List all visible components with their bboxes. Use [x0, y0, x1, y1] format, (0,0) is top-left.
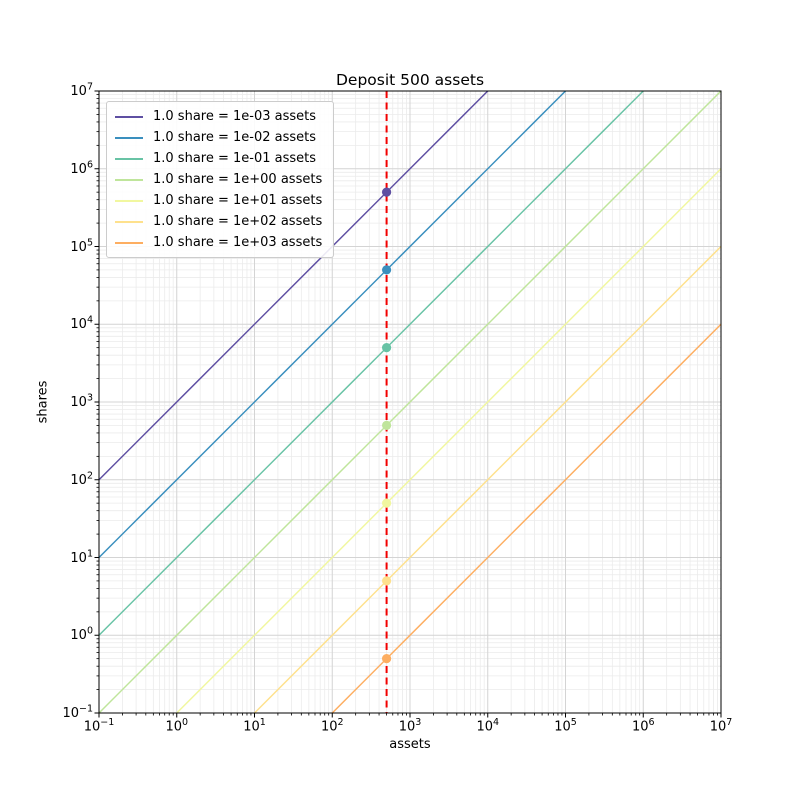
chart-title: Deposit 500 assets — [335, 71, 485, 89]
x-tick-label: 106 — [631, 717, 655, 735]
intersection-marker — [381, 265, 392, 275]
series-line — [98, 90, 567, 559]
legend: 1.0 share = 1e-03 assets 1.0 share = 1e-0… — [106, 101, 335, 258]
x-tick-label: 103 — [398, 717, 422, 735]
y-tick-label: 105 — [70, 236, 93, 255]
legend-line-sample — [115, 241, 143, 244]
y-tick-label: 101 — [70, 547, 93, 566]
x-tick-label: 102 — [320, 717, 344, 735]
y-tick-label: 102 — [70, 470, 93, 488]
intersection-marker — [381, 576, 392, 586]
legend-label: 1.0 share = 1e-01 assets — [153, 151, 317, 166]
series-line — [98, 90, 489, 481]
legend-line-sample — [115, 220, 143, 223]
series-line — [98, 90, 722, 714]
y-axis-label: shares — [35, 380, 51, 424]
x-tick-label: 10−1 — [83, 717, 115, 735]
y-tick-label: 10−1 — [62, 703, 93, 721]
legend-item: 1.0 share = 1e+02 assets — [115, 211, 322, 232]
y-tick-label: 100 — [70, 625, 93, 644]
legend-line-sample — [115, 199, 143, 202]
y-tick-label: 106 — [70, 159, 93, 177]
legend-line-sample — [115, 178, 143, 181]
legend-line-sample — [115, 157, 143, 160]
series-line — [176, 168, 722, 714]
series-line — [253, 245, 722, 714]
x-tick-label: 107 — [709, 717, 733, 735]
legend-item: 1.0 share = 1e+03 assets — [115, 232, 322, 253]
x-tick-label: 101 — [243, 717, 266, 735]
legend-item: 1.0 share = 1e-03 assets — [115, 106, 322, 127]
y-tick-label: 103 — [70, 392, 93, 410]
x-tick-label: 105 — [554, 717, 577, 735]
x-tick-label: 100 — [165, 717, 189, 735]
series-line — [331, 323, 722, 714]
legend-label: 1.0 share = 1e-03 assets — [153, 109, 317, 124]
legend-item: 1.0 share = 1e-01 assets — [115, 148, 322, 169]
legend-label: 1.0 share = 1e+01 assets — [153, 193, 323, 208]
x-tick-label: 104 — [476, 717, 500, 735]
series-line — [98, 90, 644, 636]
y-tick-label: 104 — [70, 314, 93, 333]
intersection-marker — [381, 654, 392, 664]
intersection-marker — [381, 343, 392, 353]
legend-item: 1.0 share = 1e-02 assets — [115, 127, 322, 148]
intersection-marker — [381, 420, 392, 431]
legend-label: 1.0 share = 1e-02 assets — [153, 130, 317, 145]
legend-label: 1.0 share = 1e+02 assets — [153, 214, 323, 229]
legend-line-sample — [115, 115, 143, 118]
legend-item: 1.0 share = 1e+00 assets — [115, 169, 322, 190]
legend-line-sample — [115, 136, 143, 139]
intersection-marker — [381, 498, 392, 508]
x-axis-label: assets — [389, 737, 431, 752]
legend-label: 1.0 share = 1e+03 assets — [153, 235, 323, 250]
legend-item: 1.0 share = 1e+01 assets — [115, 190, 322, 211]
legend-label: 1.0 share = 1e+00 assets — [153, 172, 323, 187]
intersection-marker — [381, 187, 392, 197]
y-tick-label: 107 — [70, 81, 93, 99]
